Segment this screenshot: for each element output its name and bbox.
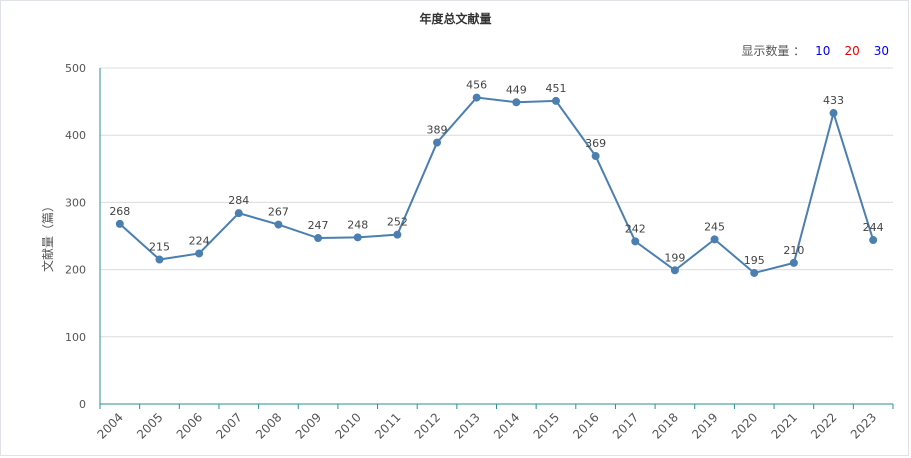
y-axis-ticks: 0 100 200 300 400 500 <box>65 62 86 411</box>
display-count-option-10[interactable]: 10 <box>815 43 831 58</box>
data-point[interactable] <box>710 235 719 244</box>
display-count-control: 显示数量 ： 10 20 30 <box>741 42 893 59</box>
data-labels: 268 215 224 284 267 247 248 252 389 456 449 451 369 2… <box>109 79 883 267</box>
x-tick-label: 2008 <box>253 410 284 441</box>
x-tick-label: 2006 <box>174 410 205 441</box>
grid-lines <box>100 67 893 338</box>
x-tick-label: 2023 <box>848 410 879 441</box>
x-tick-label: 2010 <box>332 410 363 441</box>
data-point[interactable] <box>829 109 838 118</box>
data-point[interactable] <box>750 268 759 277</box>
series-line <box>119 96 875 275</box>
data-point[interactable] <box>869 236 878 245</box>
data-label: 199 <box>664 251 685 264</box>
x-tick-label: 2009 <box>293 410 324 441</box>
data-label: 248 <box>347 218 368 231</box>
data-point[interactable] <box>274 220 283 229</box>
data-point[interactable] <box>155 255 164 264</box>
data-label: 267 <box>268 206 289 219</box>
x-tick-label: 2021 <box>768 410 799 441</box>
chart-title: 年度总文献量 <box>419 12 492 26</box>
x-tick-label: 2017 <box>610 410 641 441</box>
data-point[interactable] <box>591 152 600 161</box>
display-count-option-30[interactable]: 30 <box>873 43 889 58</box>
y-tick-label: 300 <box>65 196 86 209</box>
data-point[interactable] <box>512 98 521 107</box>
x-tick-label: 2020 <box>729 410 760 441</box>
display-count-option-20[interactable]: 20 <box>844 43 860 58</box>
x-tick-label: 2004 <box>94 410 125 441</box>
x-tick-label: 2007 <box>213 410 244 441</box>
y-tick-label: 500 <box>65 62 86 75</box>
x-tick-label: 2013 <box>451 410 482 441</box>
data-point[interactable] <box>234 209 243 218</box>
data-label: 268 <box>109 205 130 218</box>
x-tick-label: 2005 <box>134 410 165 441</box>
data-label: 245 <box>704 220 725 233</box>
data-point[interactable] <box>314 234 323 243</box>
x-tick-label: 2016 <box>570 410 601 441</box>
x-tick-label: 2018 <box>650 410 681 441</box>
data-label: 433 <box>823 94 844 107</box>
data-label: 252 <box>387 216 408 229</box>
y-tick-label: 0 <box>79 398 86 411</box>
data-point[interactable] <box>472 93 481 102</box>
y-tick-label: 200 <box>65 264 86 277</box>
data-point[interactable] <box>631 237 640 246</box>
data-label: 456 <box>466 79 487 92</box>
data-label: 215 <box>149 241 170 254</box>
data-label: 210 <box>783 244 804 257</box>
axes <box>99 68 893 405</box>
data-point[interactable] <box>353 233 362 242</box>
x-tick-label: 2012 <box>412 410 443 441</box>
data-point[interactable] <box>195 249 204 258</box>
data-points <box>115 93 878 277</box>
data-label: 224 <box>189 234 210 247</box>
data-label: 195 <box>744 254 765 267</box>
data-label: 449 <box>506 83 527 96</box>
x-tick-label: 2022 <box>808 410 839 441</box>
y-axis-title: 文献量（篇） <box>40 200 55 272</box>
data-point[interactable] <box>551 96 560 105</box>
data-label: 242 <box>625 222 646 235</box>
data-point[interactable] <box>393 230 402 239</box>
data-label: 451 <box>545 82 566 95</box>
y-tick-label: 100 <box>65 331 86 344</box>
data-point[interactable] <box>670 266 679 275</box>
display-count-label: 显示数量 ： <box>741 44 806 58</box>
data-label: 247 <box>308 219 329 232</box>
data-label: 389 <box>427 124 448 137</box>
data-point[interactable] <box>789 258 798 267</box>
x-axis-ticks: 2004 2005 2006 2007 2008 2009 2010 2011 2012 2013… <box>94 404 894 442</box>
data-label: 244 <box>863 221 884 234</box>
x-tick-label: 2015 <box>531 410 562 441</box>
data-label: 284 <box>228 194 249 207</box>
y-tick-label: 400 <box>65 129 86 142</box>
x-tick-label: 2011 <box>372 410 403 441</box>
data-point[interactable] <box>115 219 124 228</box>
data-label: 369 <box>585 137 606 150</box>
data-point[interactable] <box>433 138 442 147</box>
x-tick-label: 2014 <box>491 410 522 441</box>
x-tick-label: 2019 <box>689 410 720 441</box>
